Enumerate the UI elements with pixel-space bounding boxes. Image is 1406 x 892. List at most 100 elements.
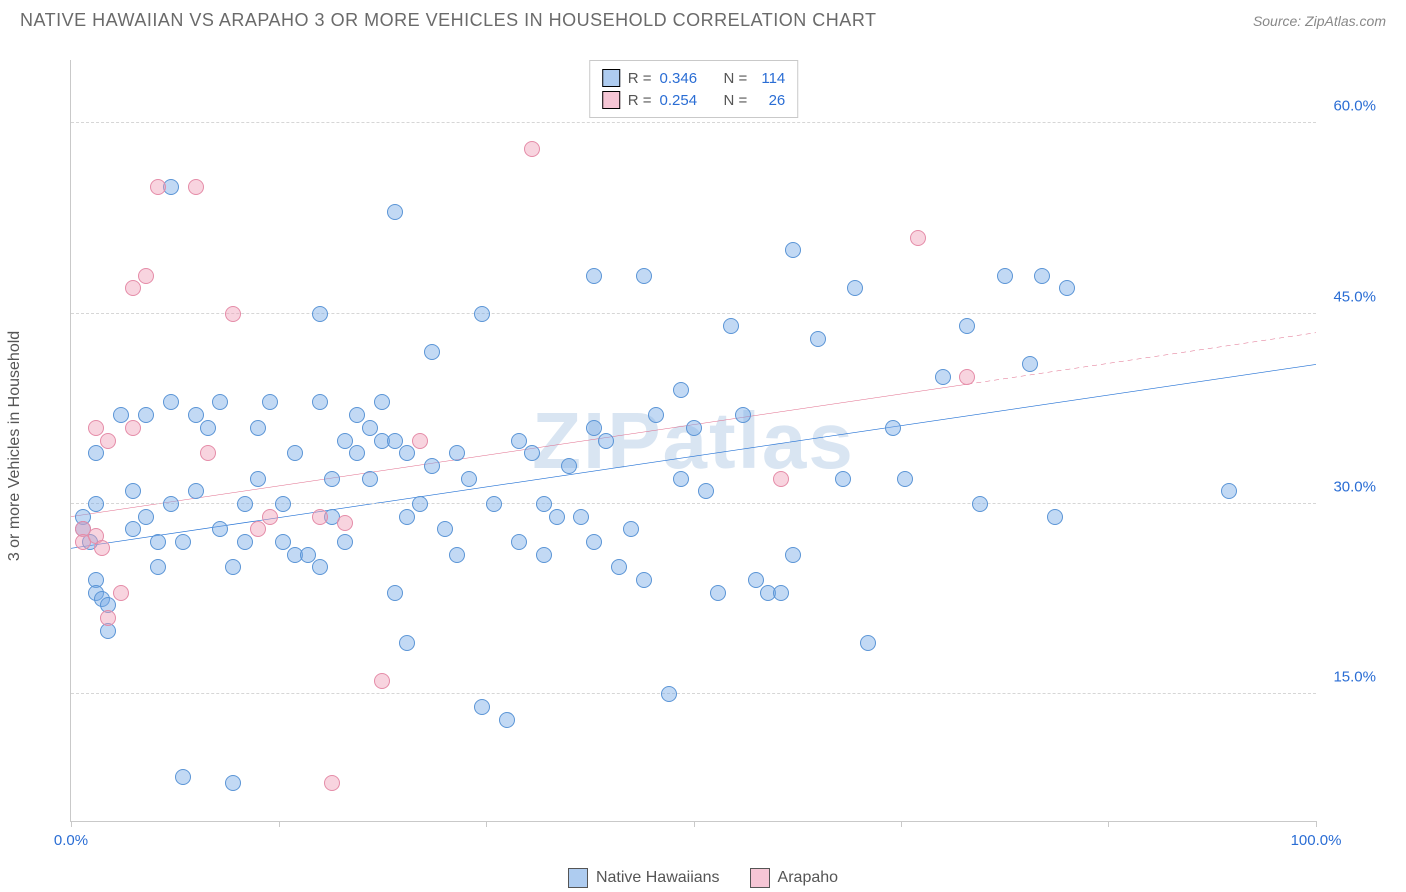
legend-item: Native Hawaiians <box>568 868 720 888</box>
scatter-point <box>661 686 677 702</box>
xtick-mark <box>694 821 695 827</box>
scatter-point <box>536 496 552 512</box>
xtick-mark <box>901 821 902 827</box>
scatter-point <box>387 204 403 220</box>
scatter-point <box>710 585 726 601</box>
scatter-point <box>200 445 216 461</box>
scatter-point <box>959 318 975 334</box>
scatter-point <box>399 509 415 525</box>
scatter-point <box>399 635 415 651</box>
scatter-point <box>262 509 278 525</box>
scatter-point <box>586 420 602 436</box>
ytick-label: 15.0% <box>1321 669 1376 686</box>
ytick-label: 45.0% <box>1321 288 1376 305</box>
scatter-point <box>200 420 216 436</box>
scatter-point <box>437 521 453 537</box>
scatter-point <box>785 242 801 258</box>
scatter-point <box>225 559 241 575</box>
scatter-point <box>349 445 365 461</box>
scatter-point <box>175 769 191 785</box>
gridline <box>71 693 1316 694</box>
plot-region: ZIPatlas R =0.346N =114R =0.254N =26 15.… <box>70 60 1316 822</box>
xtick-mark <box>1316 821 1317 827</box>
xtick-mark <box>486 821 487 827</box>
scatter-point <box>412 433 428 449</box>
scatter-point <box>163 394 179 410</box>
scatter-point <box>113 407 129 423</box>
scatter-point <box>935 369 951 385</box>
xtick-mark <box>71 821 72 827</box>
scatter-point <box>94 540 110 556</box>
scatter-point <box>150 179 166 195</box>
xtick-label: 100.0% <box>1291 832 1342 849</box>
scatter-point <box>312 394 328 410</box>
scatter-point <box>586 534 602 550</box>
scatter-point <box>1022 356 1038 372</box>
scatter-point <box>262 394 278 410</box>
scatter-point <box>212 394 228 410</box>
scatter-point <box>424 458 440 474</box>
xtick-label: 0.0% <box>54 832 88 849</box>
scatter-point <box>125 420 141 436</box>
legend-r-value: 0.346 <box>660 70 710 87</box>
scatter-point <box>225 306 241 322</box>
scatter-point <box>100 610 116 626</box>
scatter-point <box>524 445 540 461</box>
scatter-point <box>573 509 589 525</box>
chart-area: 3 or more Vehicles in Household ZIPatlas… <box>20 40 1386 852</box>
scatter-point <box>387 433 403 449</box>
scatter-point <box>972 496 988 512</box>
scatter-point <box>897 471 913 487</box>
legend-r-label: R = <box>628 92 652 109</box>
scatter-point <box>486 496 502 512</box>
gridline <box>71 122 1316 123</box>
legend-r-value: 0.254 <box>660 92 710 109</box>
scatter-point <box>536 547 552 563</box>
scatter-point <box>511 534 527 550</box>
scatter-point <box>636 268 652 284</box>
scatter-point <box>449 547 465 563</box>
legend-stat-row: R =0.346N =114 <box>602 67 786 89</box>
scatter-point <box>474 699 490 715</box>
scatter-point <box>374 673 390 689</box>
legend-swatch <box>602 69 620 87</box>
ytick-label: 60.0% <box>1321 98 1376 115</box>
legend-swatch <box>602 91 620 109</box>
scatter-point <box>673 471 689 487</box>
scatter-point <box>237 496 253 512</box>
gridline <box>71 503 1316 504</box>
scatter-point <box>723 318 739 334</box>
trend-lines <box>71 60 1316 821</box>
scatter-point <box>648 407 664 423</box>
scatter-point <box>735 407 751 423</box>
scatter-point <box>748 572 764 588</box>
scatter-point <box>188 483 204 499</box>
scatter-point <box>138 407 154 423</box>
legend-swatch <box>750 868 770 888</box>
scatter-point <box>499 712 515 728</box>
scatter-point <box>474 306 490 322</box>
scatter-point <box>362 471 378 487</box>
scatter-point <box>387 585 403 601</box>
scatter-point <box>237 534 253 550</box>
scatter-point <box>399 445 415 461</box>
legend-stat-row: R =0.254N =26 <box>602 89 786 111</box>
scatter-point <box>324 471 340 487</box>
scatter-point <box>549 509 565 525</box>
scatter-point <box>698 483 714 499</box>
scatter-point <box>88 420 104 436</box>
scatter-point <box>212 521 228 537</box>
scatter-point <box>349 407 365 423</box>
scatter-point <box>1047 509 1063 525</box>
source-label: Source: ZipAtlas.com <box>1253 13 1386 29</box>
scatter-point <box>598 433 614 449</box>
scatter-point <box>287 445 303 461</box>
scatter-point <box>275 496 291 512</box>
scatter-point <box>100 433 116 449</box>
scatter-point <box>885 420 901 436</box>
trend-line <box>967 333 1316 384</box>
scatter-point <box>785 547 801 563</box>
scatter-point <box>300 547 316 563</box>
scatter-point <box>250 471 266 487</box>
scatter-point <box>561 458 577 474</box>
